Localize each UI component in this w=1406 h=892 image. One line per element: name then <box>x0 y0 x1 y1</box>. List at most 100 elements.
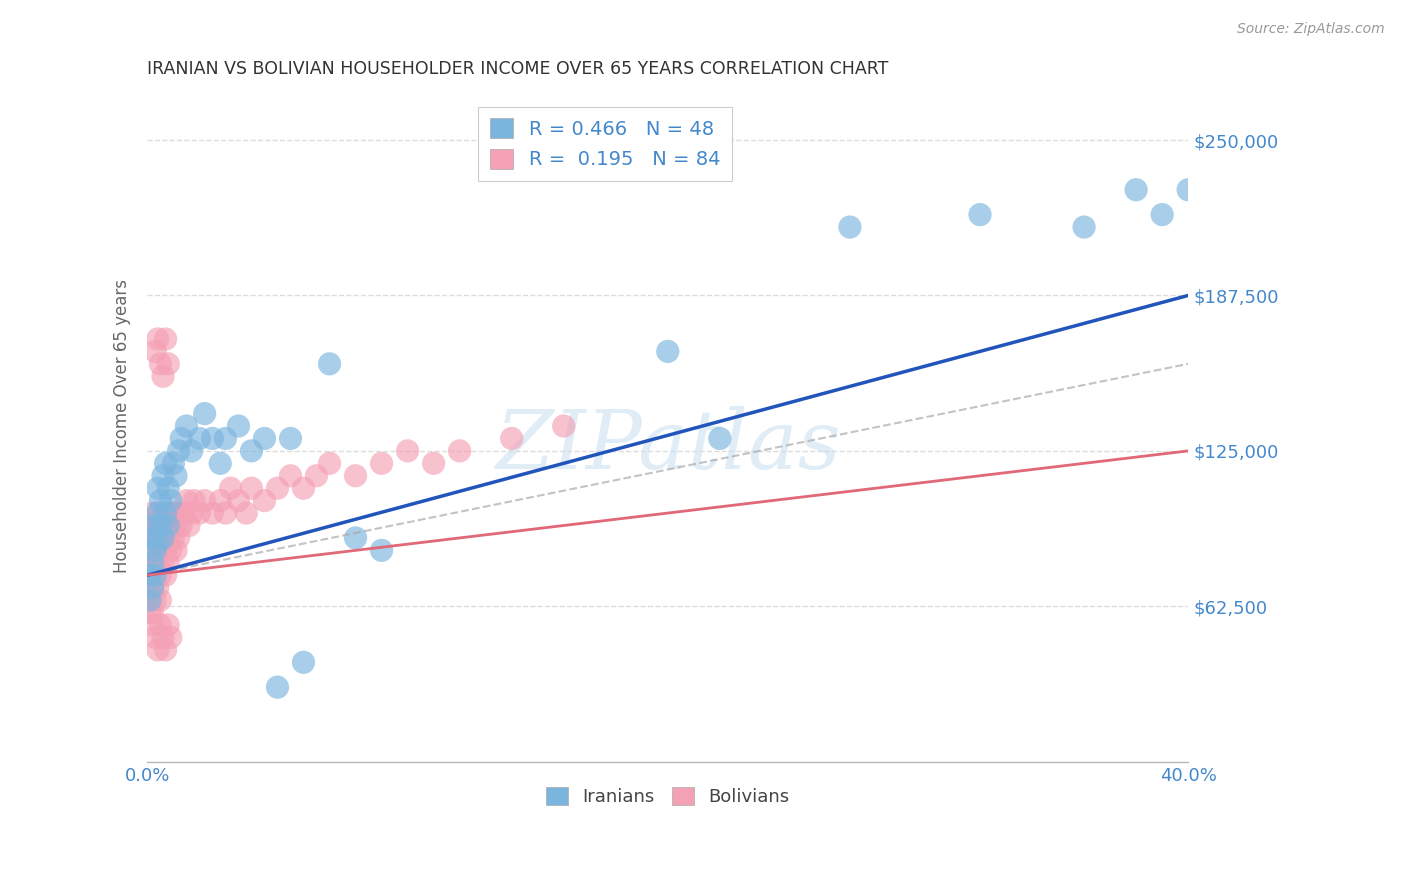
Point <box>235 506 257 520</box>
Point <box>142 531 165 545</box>
Point <box>157 357 180 371</box>
Point <box>149 543 172 558</box>
Text: IRANIAN VS BOLIVIAN HOUSEHOLDER INCOME OVER 65 YEARS CORRELATION CHART: IRANIAN VS BOLIVIAN HOUSEHOLDER INCOME O… <box>148 60 889 78</box>
Point <box>142 618 165 632</box>
Point <box>157 618 180 632</box>
Point <box>146 506 169 520</box>
Point <box>838 220 860 235</box>
Point <box>280 432 302 446</box>
Point <box>240 443 263 458</box>
Point <box>152 468 174 483</box>
Point <box>155 456 177 470</box>
Point <box>143 518 166 533</box>
Point <box>305 468 328 483</box>
Point <box>553 419 575 434</box>
Point <box>139 581 162 595</box>
Point <box>146 556 169 570</box>
Point <box>143 543 166 558</box>
Point <box>228 419 250 434</box>
Point <box>142 556 165 570</box>
Point <box>162 506 184 520</box>
Point <box>657 344 679 359</box>
Point <box>152 369 174 384</box>
Point <box>170 432 193 446</box>
Point <box>157 506 180 520</box>
Point <box>146 481 169 495</box>
Point <box>194 407 217 421</box>
Point <box>157 481 180 495</box>
Point <box>167 443 190 458</box>
Point <box>1152 208 1174 222</box>
Point <box>142 581 165 595</box>
Point <box>280 468 302 483</box>
Point <box>149 357 172 371</box>
Point <box>370 456 392 470</box>
Point <box>170 518 193 533</box>
Point <box>159 631 181 645</box>
Point <box>152 506 174 520</box>
Point <box>253 493 276 508</box>
Point <box>139 568 162 582</box>
Point <box>969 208 991 222</box>
Point <box>149 568 172 582</box>
Point <box>183 493 205 508</box>
Point <box>422 456 444 470</box>
Point <box>149 493 172 508</box>
Point <box>162 456 184 470</box>
Point <box>709 432 731 446</box>
Y-axis label: Householder Income Over 65 years: Householder Income Over 65 years <box>114 279 131 573</box>
Point <box>159 493 181 508</box>
Point <box>449 443 471 458</box>
Point <box>149 518 172 533</box>
Point <box>165 468 187 483</box>
Point <box>159 518 181 533</box>
Point <box>139 593 162 607</box>
Point <box>152 531 174 545</box>
Point <box>152 631 174 645</box>
Point <box>1125 183 1147 197</box>
Point <box>139 593 162 607</box>
Point <box>370 543 392 558</box>
Point <box>139 606 162 620</box>
Point <box>201 432 224 446</box>
Point <box>157 531 180 545</box>
Point <box>228 493 250 508</box>
Point <box>209 456 232 470</box>
Point <box>143 568 166 582</box>
Point <box>143 518 166 533</box>
Point <box>155 506 177 520</box>
Point <box>318 456 340 470</box>
Point <box>143 568 166 582</box>
Point <box>157 518 180 533</box>
Point <box>155 518 177 533</box>
Point <box>146 643 169 657</box>
Text: ZIPatlas: ZIPatlas <box>495 406 841 486</box>
Point <box>177 518 200 533</box>
Point <box>1177 183 1199 197</box>
Point <box>240 481 263 495</box>
Point <box>162 531 184 545</box>
Point <box>165 518 187 533</box>
Point <box>155 543 177 558</box>
Point <box>139 556 162 570</box>
Point <box>146 531 169 545</box>
Text: Source: ZipAtlas.com: Source: ZipAtlas.com <box>1237 22 1385 37</box>
Point <box>167 531 190 545</box>
Point <box>139 518 162 533</box>
Legend: Iranians, Bolivians: Iranians, Bolivians <box>538 780 797 814</box>
Point <box>167 506 190 520</box>
Point <box>139 543 162 558</box>
Point <box>501 432 523 446</box>
Point <box>149 618 172 632</box>
Point <box>146 506 169 520</box>
Point <box>146 332 169 346</box>
Point <box>266 680 288 694</box>
Point <box>292 655 315 669</box>
Point <box>173 506 195 520</box>
Point <box>194 493 217 508</box>
Point <box>214 432 236 446</box>
Point <box>176 493 198 508</box>
Point <box>176 419 198 434</box>
Point <box>219 481 242 495</box>
Point <box>157 556 180 570</box>
